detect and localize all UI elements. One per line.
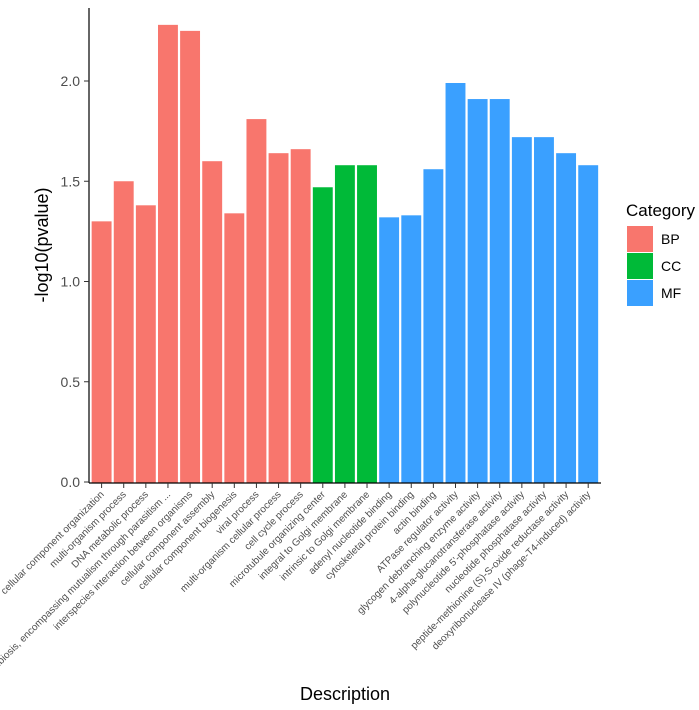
y-tick-label: 1.5 <box>61 173 81 189</box>
bar-12 <box>334 165 355 483</box>
legend-swatch-bp <box>627 226 653 252</box>
bar-4 <box>158 24 178 484</box>
bar-7 <box>224 213 245 483</box>
bar-8 <box>246 119 267 483</box>
bar-21 <box>534 137 554 483</box>
bar-22 <box>556 153 577 483</box>
legend-swatch-mf <box>627 280 653 306</box>
bar-17 <box>445 83 466 483</box>
bar-3 <box>135 205 156 483</box>
bar-2 <box>113 181 134 483</box>
y-tick-label: 1.0 <box>61 274 81 290</box>
bar-13 <box>357 165 377 483</box>
bars-group <box>91 24 599 484</box>
y-tick-label: 0.5 <box>61 374 81 390</box>
bar-11 <box>312 187 333 483</box>
legend-label-mf: MF <box>661 285 681 301</box>
legend-swatch-cc <box>627 253 653 279</box>
bar-19 <box>489 99 510 484</box>
y-axis-ticks: 0.0 0.5 1.0 1.5 2.0 <box>61 73 89 490</box>
legend-label-cc: CC <box>661 258 681 274</box>
bar-5 <box>180 30 201 484</box>
bar-16 <box>423 169 444 483</box>
bar-9 <box>268 153 289 483</box>
legend-title: Category <box>626 201 695 220</box>
legend: Category BP CC MF <box>626 201 695 306</box>
bar-14 <box>379 217 400 483</box>
legend-label-bp: BP <box>661 231 680 247</box>
bar-10 <box>290 149 311 484</box>
bar-15 <box>401 215 422 483</box>
bar-23 <box>578 165 599 483</box>
bar-20 <box>511 137 532 483</box>
y-tick-label: 0.0 <box>61 474 81 490</box>
x-axis-title: Description <box>300 684 390 704</box>
bar-1 <box>91 221 112 483</box>
bar-18 <box>467 99 488 484</box>
y-tick-label: 2.0 <box>61 73 81 89</box>
x-axis-ticks: cellular component organizationmulti-org… <box>0 483 593 680</box>
bar-6 <box>202 161 223 483</box>
y-axis-title: -log10(pvalue) <box>32 187 52 302</box>
